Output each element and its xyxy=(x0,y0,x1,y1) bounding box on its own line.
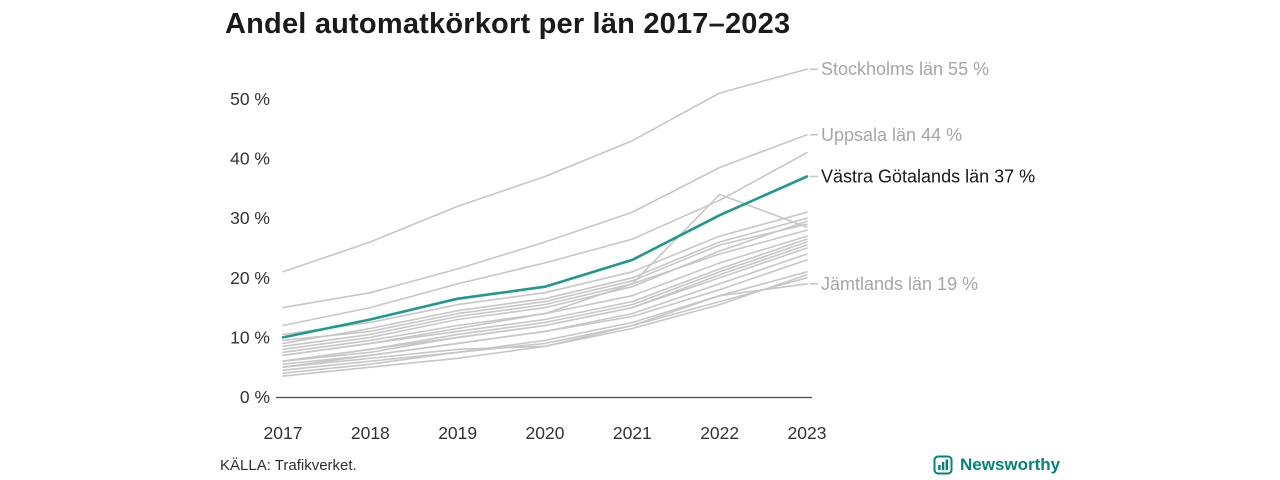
y-tick-label: 50 % xyxy=(230,89,270,109)
series-line xyxy=(282,276,808,375)
y-tick-label: 10 % xyxy=(230,327,270,347)
series-line xyxy=(282,229,808,348)
series-line xyxy=(282,151,808,327)
series-line xyxy=(282,217,808,345)
series-line xyxy=(282,211,808,336)
series-line xyxy=(282,223,808,342)
series-line xyxy=(282,238,808,357)
x-tick-label: 2018 xyxy=(351,423,390,443)
series-line xyxy=(282,282,808,369)
x-tick-label: 2022 xyxy=(700,423,739,443)
brand-name: Newsworthy xyxy=(960,455,1061,474)
x-tick-label: 2019 xyxy=(438,423,477,443)
series-line xyxy=(282,134,808,309)
newsworthy-logo-icon xyxy=(933,455,953,475)
series-line xyxy=(282,259,808,369)
series-label: Uppsala län 44 % xyxy=(821,125,962,145)
y-tick-label: 30 % xyxy=(230,208,270,228)
series-line xyxy=(282,235,808,354)
source-note: KÄLLA: Trafikverket. xyxy=(220,457,357,474)
y-tick-label: 20 % xyxy=(230,268,270,288)
x-tick-label: 2017 xyxy=(264,423,303,443)
series-line xyxy=(282,68,808,273)
x-tick-label: 2020 xyxy=(526,423,565,443)
series-line-highlight xyxy=(281,175,809,339)
series-label: Jämtlands län 19 % xyxy=(821,274,978,294)
y-tick-label: 0 % xyxy=(240,387,270,407)
series-label-highlight: Västra Götalands län 37 % xyxy=(821,166,1035,186)
chart-title: Andel automatkörkort per län 2017–2023 xyxy=(225,8,791,40)
y-tick-label: 40 % xyxy=(230,149,270,169)
series-label: Stockholms län 55 % xyxy=(821,59,989,79)
brand: Newsworthy xyxy=(933,455,1060,475)
series-line xyxy=(282,247,808,363)
series-line xyxy=(282,220,808,351)
x-tick-label: 2021 xyxy=(613,423,652,443)
x-tick-label: 2023 xyxy=(788,423,827,443)
